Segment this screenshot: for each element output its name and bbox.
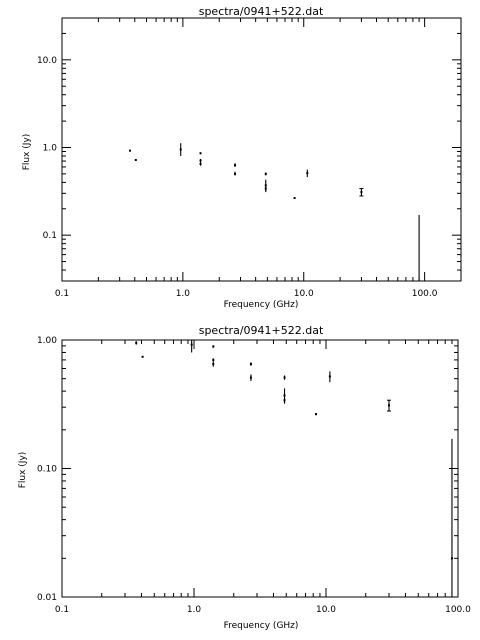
bottom-chart-marker xyxy=(283,399,286,402)
bottom-chart-point xyxy=(450,438,453,597)
top-chart-marker xyxy=(128,149,131,152)
bottom-chart-xlabel: Frequency (GHz) xyxy=(224,621,299,631)
top-chart-point xyxy=(128,149,131,152)
top-chart-marker xyxy=(293,197,296,200)
top-chart-xtick-label: 10.0 xyxy=(294,289,314,299)
bottom-chart-point xyxy=(315,413,318,416)
top-chart-point xyxy=(264,172,267,176)
bottom-chart-title: spectra/0941+522.dat xyxy=(199,324,324,337)
bottom-chart-marker xyxy=(315,413,318,416)
bottom-chart-marker xyxy=(450,557,453,560)
top-chart-title: spectra/0941+522.dat xyxy=(199,5,324,18)
bottom-chart-marker xyxy=(283,394,286,397)
top-chart: spectra/0941+522.dat Frequency (GHz) Flu… xyxy=(22,5,462,310)
top-chart-point xyxy=(234,163,237,167)
bottom-chart-marker xyxy=(212,363,215,366)
top-chart-point xyxy=(234,171,237,176)
bottom-chart-point xyxy=(328,371,331,383)
top-chart-point xyxy=(293,197,296,200)
top-chart-point xyxy=(306,169,309,178)
top-chart-xtick-label: 0.1 xyxy=(55,289,69,299)
bottom-chart-xtick-label: 1.0 xyxy=(187,605,202,615)
top-chart-point xyxy=(179,143,182,156)
top-chart-ytick-label: 1.0 xyxy=(43,143,58,153)
top-chart-marker xyxy=(134,159,137,162)
top-chart-point xyxy=(264,186,267,191)
bottom-chart-point xyxy=(386,399,391,412)
bottom-chart-point xyxy=(249,374,252,381)
bottom-chart-marker xyxy=(328,375,331,378)
bottom-chart-xtick-label: 10.0 xyxy=(316,605,336,615)
bottom-chart-point xyxy=(283,397,286,404)
top-chart-marker xyxy=(264,187,267,190)
bottom-chart-xtick-label: 100.0 xyxy=(445,605,471,615)
top-chart-marker xyxy=(234,164,237,167)
bottom-chart-point xyxy=(212,361,215,367)
top-chart-marker xyxy=(199,159,202,162)
bottom-chart-point xyxy=(141,355,144,358)
bottom-chart-marks xyxy=(135,340,453,597)
top-chart-point xyxy=(134,159,137,162)
bottom-chart-point xyxy=(283,375,286,380)
bottom-chart-marker xyxy=(190,343,193,346)
top-chart-marker xyxy=(199,162,202,165)
top-chart-xtick-label: 100.0 xyxy=(412,289,438,299)
bottom-chart-marker xyxy=(212,358,215,361)
bottom-chart-point xyxy=(135,341,138,345)
bottom-chart-marker xyxy=(212,345,215,348)
top-chart-point xyxy=(199,162,202,166)
bottom-chart-marker xyxy=(141,355,144,358)
bottom-chart-xtick-label: 0.1 xyxy=(55,605,69,615)
bottom-chart-ytick-label: 0.01 xyxy=(37,593,57,603)
top-chart-marker xyxy=(306,172,309,175)
bottom-chart-point xyxy=(212,345,215,348)
top-chart-axes: 0.1 1.0 10.0 100.0 0.1 1.0 10.0 xyxy=(37,17,462,299)
bottom-chart: spectra/0941+522.dat Frequency (GHz) Flu… xyxy=(18,324,471,631)
top-chart-ylabel: Flux (Jy) xyxy=(22,134,32,171)
bottom-chart-ytick-label: 1.00 xyxy=(37,336,57,346)
top-chart-marker xyxy=(264,172,267,175)
top-chart-point xyxy=(199,158,202,163)
bottom-chart-marker xyxy=(387,404,390,407)
bottom-chart-point xyxy=(212,358,215,362)
top-chart-marks xyxy=(128,143,420,281)
bottom-chart-ytick-label: 0.10 xyxy=(37,465,57,475)
top-chart-marker xyxy=(264,184,267,187)
top-chart-xlabel: Frequency (GHz) xyxy=(224,300,299,310)
top-chart-marker xyxy=(360,191,363,194)
top-chart-ytick-label: 0.1 xyxy=(43,231,57,241)
top-chart-marker xyxy=(234,172,237,175)
bottom-chart-marker xyxy=(249,363,252,366)
bottom-chart-marker xyxy=(135,341,138,344)
bottom-chart-point xyxy=(190,340,193,353)
top-chart-xtick-label: 1.0 xyxy=(176,289,191,299)
bottom-chart-ylabel: Flux (Jy) xyxy=(18,452,28,489)
top-chart-point xyxy=(199,152,202,155)
top-chart-ytick-label: 10.0 xyxy=(37,56,57,66)
bottom-chart-marker xyxy=(283,376,286,379)
bottom-chart-point xyxy=(249,362,252,366)
top-chart-point xyxy=(359,188,364,197)
top-chart-marker xyxy=(179,148,182,151)
top-chart-marker xyxy=(199,152,202,155)
bottom-chart-marker xyxy=(249,376,252,379)
top-chart-frame xyxy=(61,17,462,282)
